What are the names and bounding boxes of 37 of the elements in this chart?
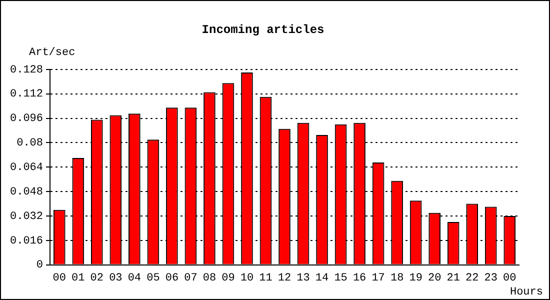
y-axis-title: Art/sec	[29, 46, 76, 59]
x-tick-label: 05	[146, 272, 160, 284]
x-tick-label: 14	[315, 272, 330, 284]
x-tick-label: 15	[334, 272, 348, 284]
x-tick-label: 03	[109, 272, 122, 284]
y-tick-label: 0.112	[10, 88, 44, 101]
x-tick-label: 18	[390, 272, 404, 284]
x-tick-label: 13	[296, 272, 310, 284]
y-tick-label: 0.032	[10, 210, 44, 223]
x-axis-title: Hours	[510, 286, 543, 298]
x-tick-label: 02	[90, 272, 104, 284]
x-tick-label: 01	[72, 272, 86, 284]
x-tick-label: 12	[278, 272, 292, 284]
x-tick-label: 17	[372, 272, 385, 284]
x-tick-label: 19	[409, 272, 422, 284]
y-tick-label: 0.096	[10, 113, 44, 126]
x-tick-label: 23	[484, 272, 498, 284]
x-tick-label: 21	[446, 272, 460, 284]
x-tick-label: 04	[128, 272, 142, 284]
y-tick-label: 0.128	[10, 64, 44, 76]
x-tick-label: 00	[503, 272, 516, 284]
x-tick-label: 08	[202, 272, 216, 284]
x-tick-label: 11	[259, 272, 273, 284]
x-tick-label: 10	[240, 272, 254, 284]
x-tick-label: 22	[466, 272, 479, 284]
y-tick-label: 0	[36, 260, 44, 272]
y-tick-label: 0.08	[16, 138, 44, 150]
chart-title: Incoming articles	[202, 23, 324, 38]
x-tick-label: 07	[184, 272, 198, 284]
y-tick-label: 0.064	[10, 162, 44, 174]
y-tick-label: 0.016	[10, 235, 44, 248]
x-tick-label: 16	[352, 272, 366, 284]
x-tick-label: 20	[428, 272, 442, 284]
x-tick-label: 00	[52, 272, 66, 284]
x-tick-label: 09	[222, 272, 235, 284]
x-tick-label: 06	[165, 272, 179, 284]
y-tick-label: 0.048	[10, 186, 44, 198]
